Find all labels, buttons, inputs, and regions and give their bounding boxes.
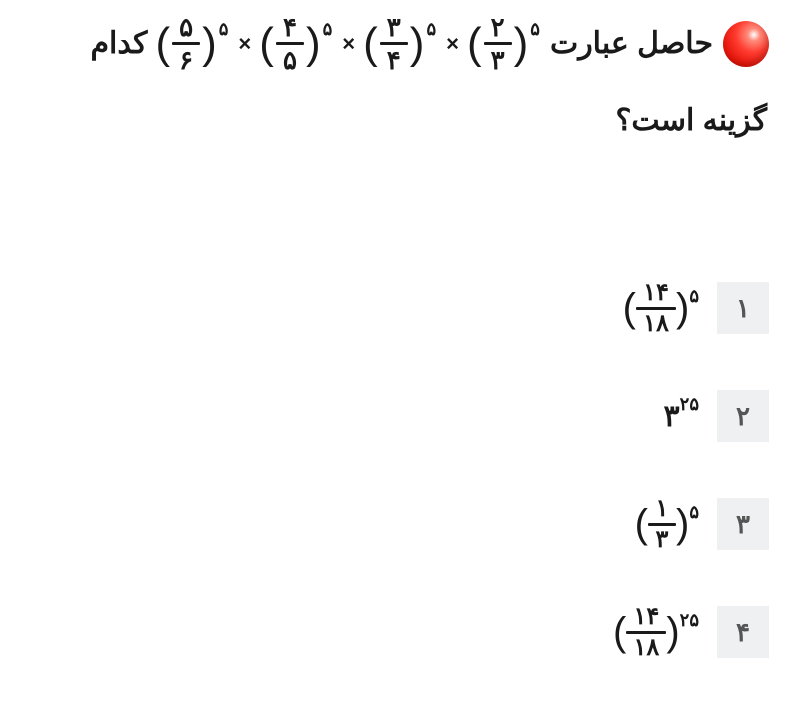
frac-den: ۱۸	[636, 312, 676, 336]
question-line2: گزینه است؟	[30, 103, 769, 138]
frac-den: ۳	[648, 528, 676, 552]
times-sign: ×	[238, 31, 251, 57]
frac-den: ۱۸	[626, 636, 666, 660]
option-number: ۳	[717, 498, 769, 550]
frac-num: ۱۴	[626, 605, 666, 629]
paren-close: )	[306, 26, 321, 61]
option-number: ۲	[717, 390, 769, 442]
fraction: ۱۴ ۱۸	[626, 605, 666, 660]
times-sign: ×	[446, 31, 459, 57]
paren-close: )	[676, 292, 689, 324]
question-tail: کدام	[90, 26, 147, 61]
exponent: ۵	[219, 19, 229, 40]
paren-close: )	[202, 26, 217, 61]
frac-num: ۱۴	[636, 281, 676, 305]
frac-num: ۵	[172, 14, 200, 40]
exponent: ۲۵	[680, 394, 699, 415]
option-body: ۳ ۲۵	[664, 399, 701, 434]
fraction: ۱ ۳	[648, 497, 676, 552]
frac-den: ۳	[484, 47, 512, 73]
paren-close: )	[666, 616, 679, 648]
option-number: ۴	[717, 606, 769, 658]
option-1[interactable]: ۱ ( ۱۴ ۱۸ ) ۵	[499, 258, 769, 358]
frac-den: ۴	[380, 47, 408, 73]
frac-num: ۱	[648, 497, 676, 521]
frac-den: ۵	[276, 47, 304, 73]
base: ۳	[664, 399, 680, 434]
option-body: ( ۱ ۳ ) ۵	[635, 497, 701, 552]
exponent: ۵	[323, 19, 333, 40]
fraction: ۳ ۴	[380, 14, 408, 73]
frac-num: ۴	[276, 14, 304, 40]
option-3[interactable]: ۳ ( ۱ ۳ ) ۵	[499, 474, 769, 574]
fraction: ۲ ۳	[484, 14, 512, 73]
option-body: ( ۱۴ ۱۸ ) ۲۵	[613, 605, 701, 660]
question-header: حاصل عبارت ( ۵ ۶ ) ۵ × ( ۴ ۵	[30, 14, 769, 73]
times-sign: ×	[342, 31, 355, 57]
bullet-icon	[723, 21, 769, 67]
options-list: ۱ ( ۱۴ ۱۸ ) ۵ ۲ ۳ ۲۵ ۳ (	[499, 258, 769, 682]
paren-open: (	[155, 26, 170, 61]
page: حاصل عبارت ( ۵ ۶ ) ۵ × ( ۴ ۵	[0, 0, 799, 728]
paren-open: (	[259, 26, 274, 61]
exponent: ۵	[426, 19, 436, 40]
frac-num: ۳	[380, 14, 408, 40]
expression: ( ۵ ۶ ) ۵ × ( ۴ ۵ ) ۵ ×	[155, 14, 542, 73]
option-2[interactable]: ۲ ۳ ۲۵	[499, 366, 769, 466]
paren-open: (	[363, 26, 378, 61]
exponent: ۵	[689, 286, 699, 307]
paren-close: )	[676, 508, 689, 540]
paren-open: (	[635, 508, 648, 540]
option-number: ۱	[717, 282, 769, 334]
exponent: ۵	[530, 19, 540, 40]
exponent: ۵	[689, 502, 699, 523]
option-body: ( ۱۴ ۱۸ ) ۵	[623, 281, 701, 336]
paren-close: )	[514, 26, 529, 61]
question-line1: حاصل عبارت ( ۵ ۶ ) ۵ × ( ۴ ۵	[90, 14, 713, 73]
paren-open: (	[467, 26, 482, 61]
paren-open: (	[623, 292, 636, 324]
frac-num: ۲	[484, 14, 512, 40]
fraction: ۵ ۶	[172, 14, 200, 73]
exponent: ۲۵	[680, 610, 699, 631]
fraction: ۱۴ ۱۸	[636, 281, 676, 336]
option-4[interactable]: ۴ ( ۱۴ ۱۸ ) ۲۵	[499, 582, 769, 682]
paren-close: )	[410, 26, 425, 61]
fraction: ۴ ۵	[276, 14, 304, 73]
paren-open: (	[613, 616, 626, 648]
frac-den: ۶	[172, 47, 200, 73]
question-lead: حاصل عبارت	[550, 26, 713, 61]
